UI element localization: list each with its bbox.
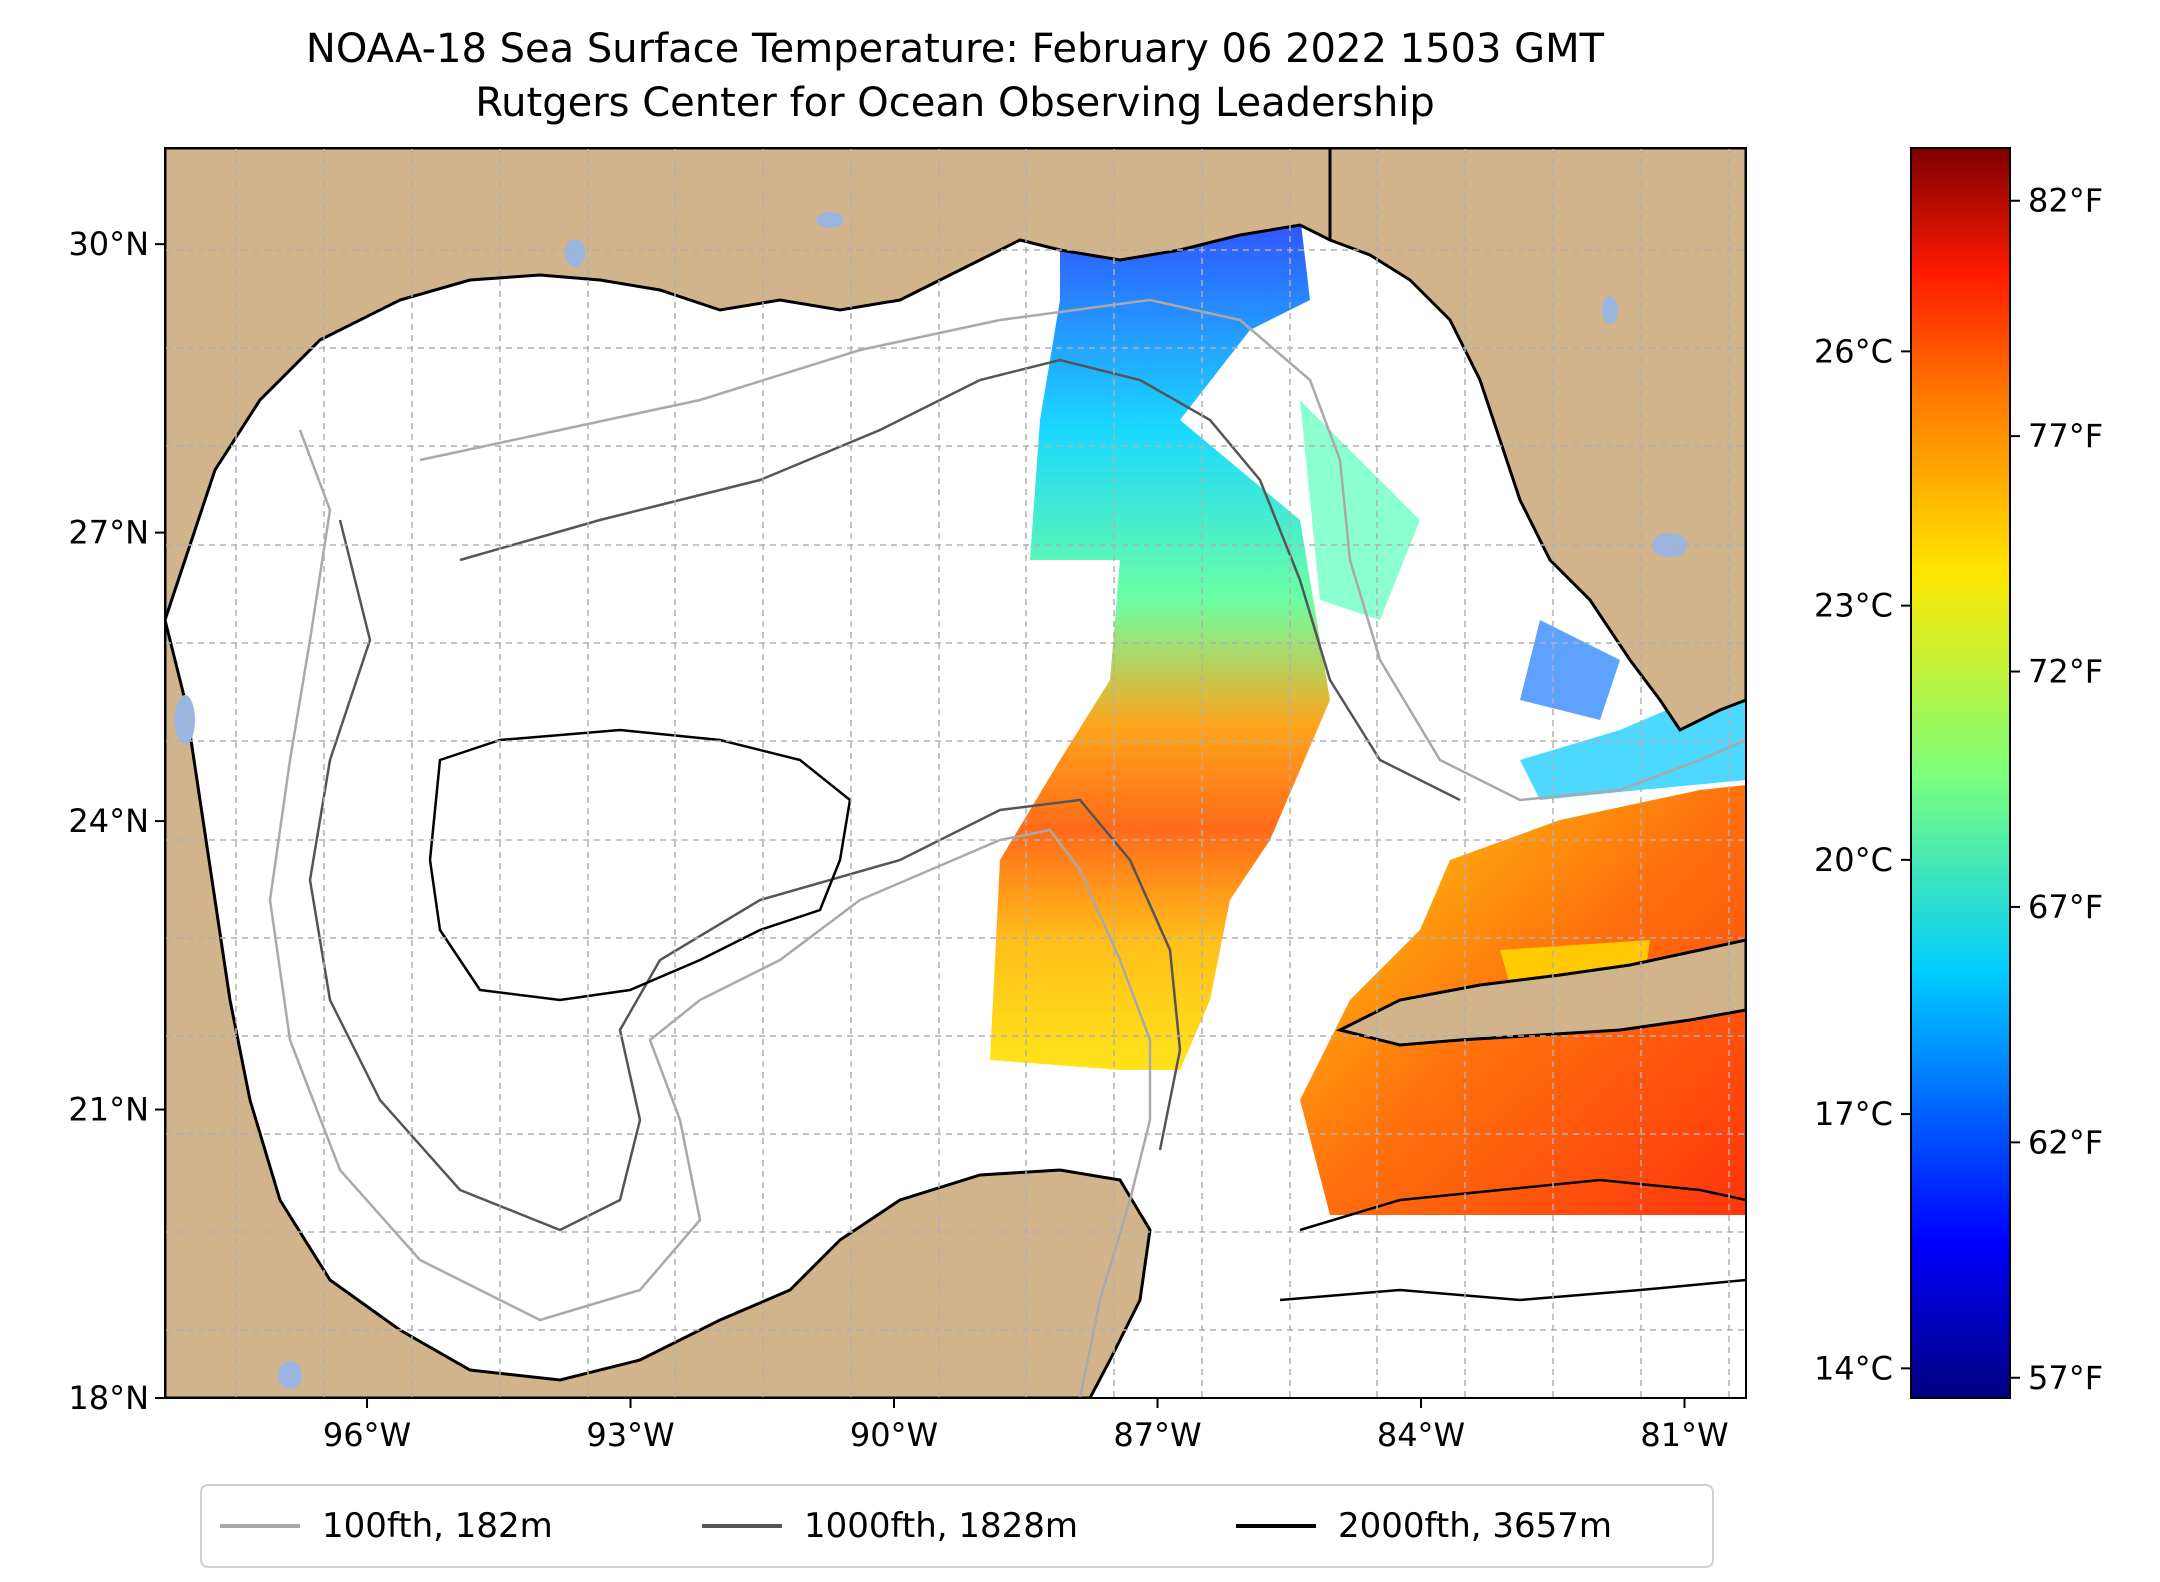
lat-tick-label: 18°N: [68, 1379, 149, 1417]
colorbar-c-label: 17°C: [1814, 1095, 1893, 1133]
lon-tick-label: 81°W: [1640, 1416, 1728, 1454]
lon-tick-label: 93°W: [586, 1416, 674, 1454]
lat-tick-label: 27°N: [68, 514, 149, 552]
colorbar-f-label: 57°F: [2028, 1359, 2103, 1397]
colorbar-f-label: 67°F: [2028, 888, 2103, 926]
map-area: [165, 148, 1746, 1398]
lat-tick-label: 21°N: [68, 1091, 149, 1129]
lon-tick-label: 96°W: [323, 1416, 411, 1454]
land: [165, 148, 1746, 1398]
colorbar-celsius-axis: 26°C 23°C 20°C 17°C 14°C: [1814, 332, 1911, 1387]
colorbar-f-label: 77°F: [2028, 417, 2103, 455]
colorbar-f-label: 72°F: [2028, 653, 2103, 691]
legend-swatch: [220, 1524, 300, 1528]
colorbar: [1910, 147, 2011, 1399]
legend-swatch: [702, 1524, 782, 1528]
legend-item-1000fth: 1000fth, 1828m: [702, 1486, 1078, 1566]
colorbar-c-label: 23°C: [1814, 587, 1893, 625]
colorbar-f-label: 82°F: [2028, 182, 2103, 220]
longitude-axis: 96°W 93°W 90°W 87°W 84°W 81°W: [323, 1398, 1729, 1454]
lon-tick-label: 84°W: [1377, 1416, 1465, 1454]
legend-item-100fth: 100fth, 182m: [220, 1486, 553, 1566]
colorbar-f-label: 62°F: [2028, 1123, 2103, 1161]
lat-tick-label: 24°N: [68, 802, 149, 840]
legend-label: 100fth, 182m: [322, 1506, 553, 1546]
colorbar-c-label: 14°C: [1814, 1349, 1893, 1387]
lakes: [175, 212, 1688, 1389]
legend-item-2000fth: 2000fth, 3657m: [1236, 1486, 1612, 1566]
colorbar-fahrenheit-axis: 82°F 77°F 72°F 67°F 62°F 57°F: [2010, 182, 2103, 1397]
map-frame: [164, 147, 1747, 1399]
lat-tick-label: 30°N: [68, 225, 149, 263]
legend-swatch: [1236, 1524, 1316, 1528]
map-subtitle: Rutgers Center for Ocean Observing Leade…: [475, 80, 1435, 126]
colorbar-c-label: 26°C: [1814, 332, 1893, 370]
legend: 100fth, 182m 1000fth, 1828m 2000fth, 365…: [200, 1484, 1714, 1568]
map-title: NOAA-18 Sea Surface Temperature: Februar…: [305, 26, 1605, 72]
lon-tick-label: 87°W: [1113, 1416, 1201, 1454]
legend-label: 1000fth, 1828m: [804, 1506, 1079, 1546]
lon-tick-label: 90°W: [850, 1416, 938, 1454]
latitude-axis: 30°N 27°N 24°N 21°N 18°N: [68, 225, 165, 1417]
colorbar-c-label: 20°C: [1814, 841, 1893, 879]
contour-2000fth: [428, 728, 1746, 1302]
legend-label: 2000fth, 3657m: [1338, 1506, 1613, 1546]
contour-1000fth: [308, 358, 1461, 1232]
